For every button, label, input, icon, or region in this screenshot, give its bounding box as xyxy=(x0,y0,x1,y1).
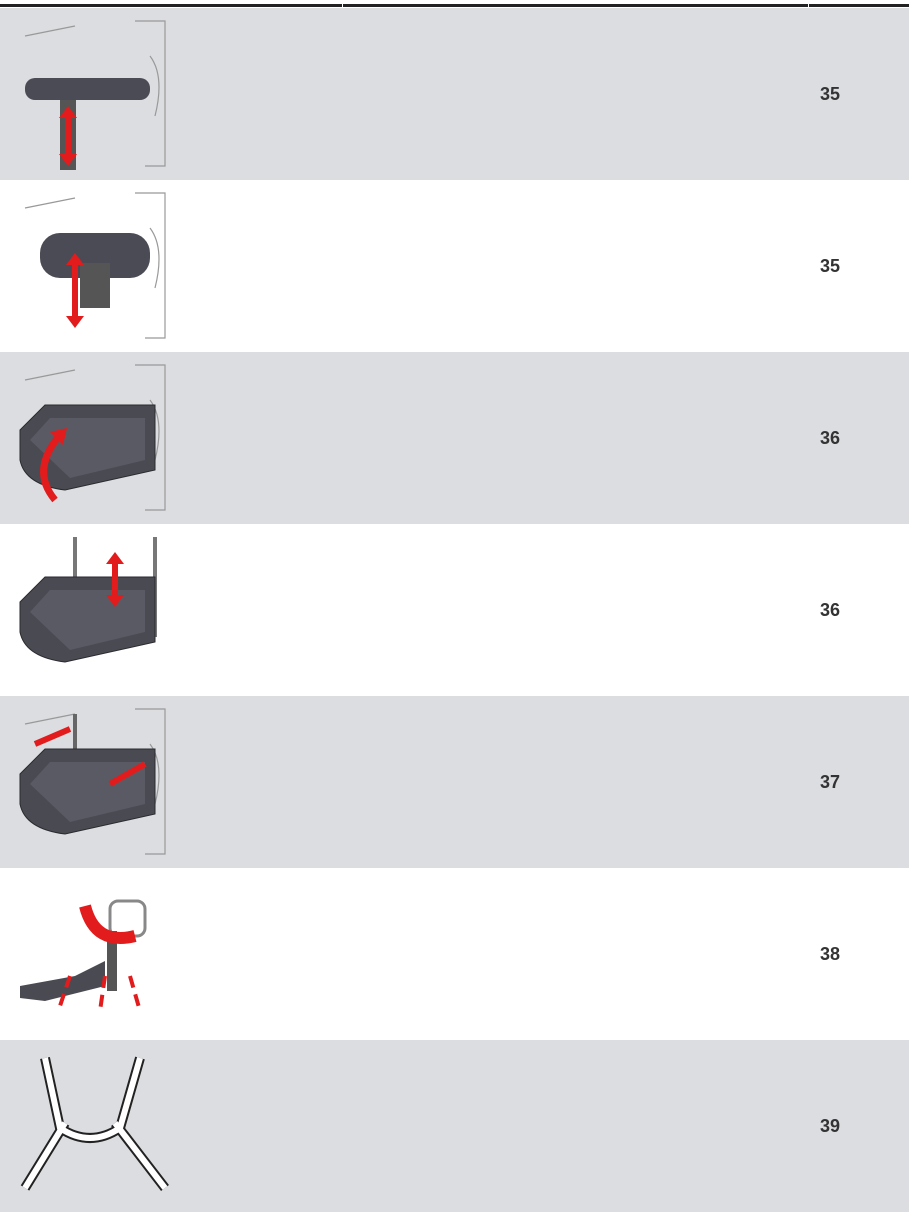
illustration xyxy=(15,704,170,862)
illustration xyxy=(15,876,170,1034)
page-number: 36 xyxy=(820,352,840,524)
page: 3535363637 3839 xyxy=(0,0,909,1212)
table-row: 36 xyxy=(0,524,909,696)
table-row: 36 xyxy=(0,352,909,524)
page-number: 35 xyxy=(820,8,840,180)
table-row: 35 xyxy=(0,180,909,352)
page-number: 38 xyxy=(820,868,840,1040)
table-row: 39 xyxy=(0,1040,909,1212)
illustration xyxy=(15,360,170,518)
page-number: 35 xyxy=(820,180,840,352)
illustration xyxy=(15,16,170,174)
page-number: 36 xyxy=(820,524,840,696)
table-row: 37 xyxy=(0,696,909,868)
illustration xyxy=(15,188,170,346)
table-row: 35 xyxy=(0,8,909,180)
table-row: 38 xyxy=(0,868,909,1040)
illustration xyxy=(15,1048,170,1206)
page-number: 37 xyxy=(820,696,840,868)
top-rule xyxy=(0,4,909,7)
illustration xyxy=(15,532,170,690)
page-number: 39 xyxy=(820,1040,840,1212)
